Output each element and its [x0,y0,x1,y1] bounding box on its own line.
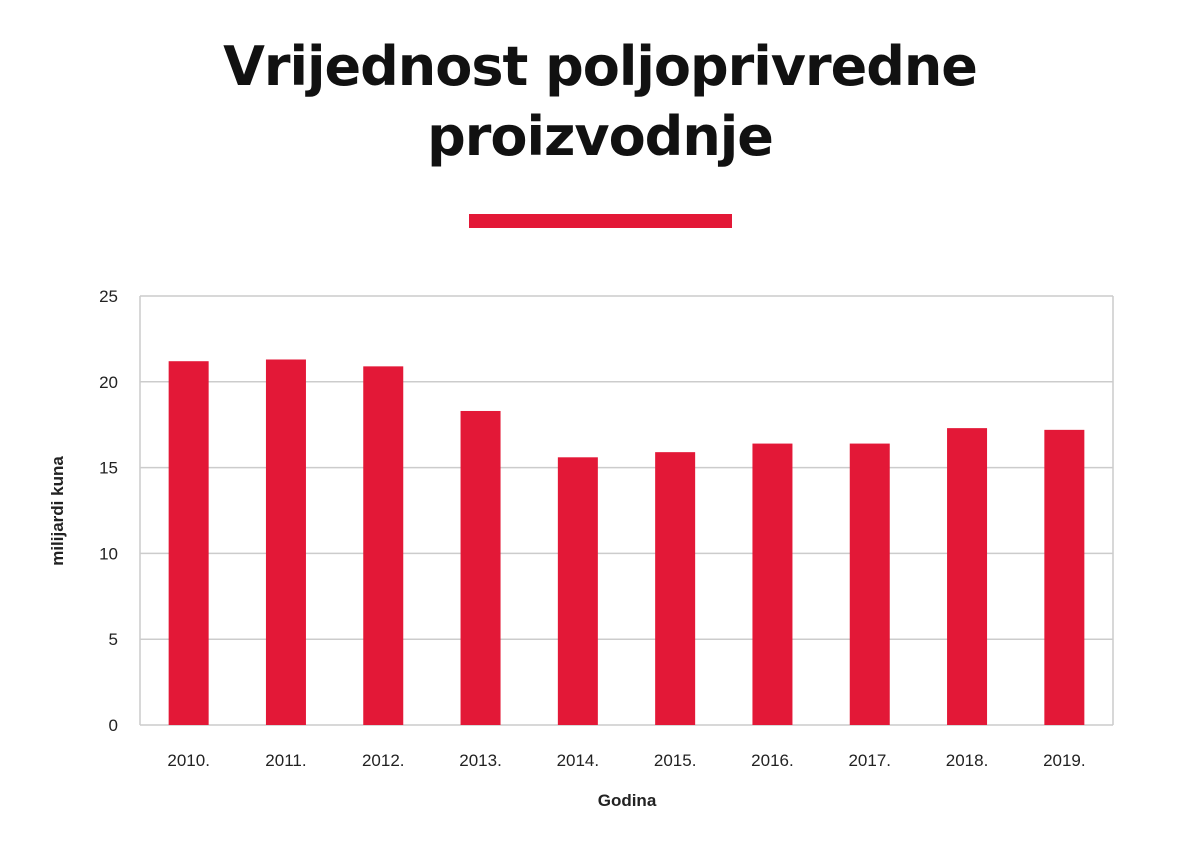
y-tick-label: 5 [109,630,118,649]
chart-title: Vrijednost poljoprivredne proizvodnje [0,32,1200,172]
bar-2014 [557,457,598,725]
y-tick-label: 10 [99,544,118,563]
y-tick-label: 25 [99,287,118,306]
bar-2018 [947,428,988,725]
y-tick-label: 15 [99,459,118,478]
bar-2016 [752,443,793,725]
title-accent-bar [469,214,732,228]
x-tick-label: 2019. [1043,751,1086,770]
x-tick-label: 2013. [459,751,502,770]
x-tick-label: 2014. [557,751,600,770]
y-tick-label: 20 [99,373,118,392]
x-axis-label: Godina [598,791,657,810]
y-tick-label: 0 [109,716,118,735]
x-tick-label: 2017. [848,751,891,770]
x-tick-label: 2018. [946,751,989,770]
x-tick-label: 2012. [362,751,405,770]
bar-2011 [265,359,306,725]
title-line-1: Vrijednost poljoprivredne [223,35,978,98]
x-tick-label: 2015. [654,751,697,770]
x-tick-label: 2016. [751,751,794,770]
y-axis-label: milijardi kuna [48,456,67,566]
bar-2013 [460,410,501,725]
bar-2019 [1044,429,1085,725]
title-line-2: proizvodnje [427,105,774,168]
x-tick-label: 2010. [167,751,210,770]
bar-2015 [655,452,696,725]
x-tick-label: 2011. [265,751,306,770]
bar-2010 [168,361,209,725]
bar-2017 [849,443,890,725]
bar-2012 [363,366,404,725]
